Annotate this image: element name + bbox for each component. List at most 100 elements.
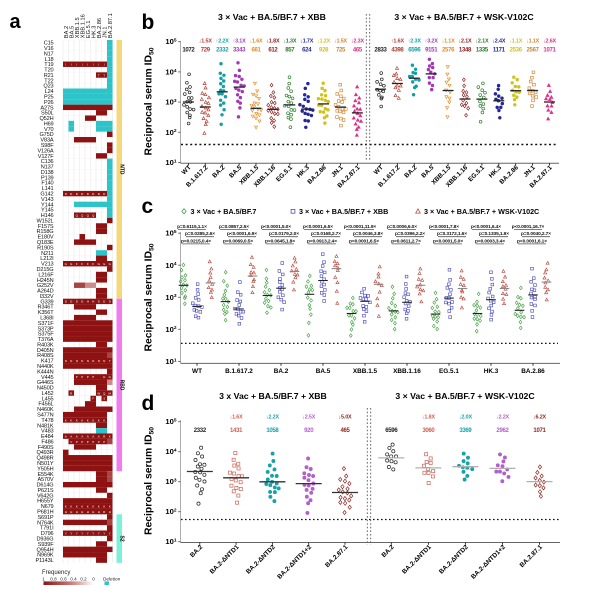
svg-text:G75D: G75D	[39, 132, 53, 138]
svg-text:V127F: V127F	[38, 154, 54, 160]
svg-text:S2: S2	[119, 536, 125, 542]
svg-text:↓2.6X: ↓2.6X	[543, 38, 557, 44]
svg-text:P: P	[103, 440, 105, 444]
svg-text:↓2.3X: ↓2.3X	[351, 38, 365, 44]
svg-text:p=0.0215,0.4×: p=0.0215,0.4×	[181, 238, 211, 244]
svg-text:Deletion: Deletion	[103, 576, 121, 581]
svg-text:I: I	[76, 63, 77, 67]
svg-text:Q954H: Q954H	[37, 547, 54, 553]
svg-text:P621S: P621S	[37, 488, 53, 494]
svg-text:D: D	[81, 300, 84, 304]
svg-text:P1143L: P1143L	[36, 558, 54, 564]
svg-text:G: G	[109, 262, 112, 266]
svg-text:N: N	[103, 359, 105, 363]
svg-text:Y144: Y144	[41, 202, 54, 208]
svg-text:↑3.2X: ↑3.2X	[425, 38, 439, 44]
svg-text:N: N	[65, 359, 67, 363]
svg-text:EG.5.1: EG.5.1	[439, 368, 459, 375]
svg-text:p=0.0857,2.5×: p=0.0857,2.5×	[219, 224, 249, 230]
svg-text:Y145: Y145	[41, 208, 54, 214]
svg-text:K: K	[76, 418, 78, 422]
svg-text:K: K	[81, 418, 83, 422]
svg-text:W152L: W152L	[37, 219, 54, 225]
svg-text:↓1.8X: ↓1.8X	[422, 415, 436, 421]
svg-text:A: A	[76, 435, 78, 439]
svg-text:I: I	[71, 63, 72, 67]
svg-text:G: G	[103, 262, 106, 266]
svg-text:F: F	[87, 262, 89, 266]
svg-text:N501Y: N501Y	[37, 461, 54, 467]
svg-text:↓6.2X: ↓6.2X	[533, 415, 547, 421]
svg-text:S373P: S373P	[37, 326, 53, 332]
svg-text:T22: T22	[44, 78, 53, 84]
svg-text:G339: G339	[40, 299, 53, 305]
svg-text:P: P	[76, 375, 78, 379]
svg-text:103: 103	[165, 477, 176, 486]
svg-text:0.2: 0.2	[80, 576, 87, 581]
svg-text:K: K	[98, 505, 100, 509]
svg-text:p=0.0179,2.0×: p=0.0179,2.0×	[269, 231, 299, 237]
svg-text:D: D	[76, 300, 79, 304]
svg-text:p=0.0913,2.4×: p=0.0913,2.4×	[307, 238, 337, 244]
svg-text:B.1.617.2: B.1.617.2	[225, 368, 253, 375]
svg-text:p<0.0001,7.8×: p<0.0001,7.8×	[429, 224, 459, 230]
svg-text:Q: Q	[87, 214, 90, 218]
svg-text:A: A	[70, 435, 72, 439]
svg-text:↓2.2X: ↓2.2X	[496, 415, 510, 421]
svg-text:S371F: S371F	[38, 321, 54, 327]
svg-text:W: W	[97, 391, 100, 395]
svg-text:C15: C15	[44, 41, 54, 47]
svg-text:WT: WT	[192, 368, 202, 375]
svg-text:A: A	[65, 435, 67, 439]
svg-text:↓1.5X: ↓1.5X	[334, 38, 348, 44]
svg-text:Y: Y	[65, 532, 67, 536]
svg-text:E484: E484	[41, 434, 54, 440]
svg-text:A27S: A27S	[40, 105, 54, 111]
svg-text:↓5.0X: ↓5.0X	[338, 415, 352, 421]
svg-text:3369: 3369	[459, 428, 472, 434]
svg-text:104: 104	[165, 447, 176, 456]
svg-text:↑2.3X: ↑2.3X	[408, 38, 422, 44]
svg-text:p=0.1335,1.9×: p=0.1335,1.9×	[479, 231, 509, 237]
svg-text:D: D	[76, 192, 79, 196]
svg-text:H655Y: H655Y	[37, 499, 54, 505]
svg-text:XBB.1.5: XBB.1.5	[353, 368, 378, 375]
svg-text:Y: Y	[98, 532, 100, 536]
svg-text:H245N: H245N	[37, 278, 54, 284]
svg-text:V70: V70	[44, 127, 54, 133]
svg-text:6596: 6596	[408, 48, 421, 54]
svg-text:2576: 2576	[442, 48, 455, 54]
svg-text:3 × Vac + BA.5/BF.7 + WSK-V102: 3 × Vac + BA.5/BF.7 + WSK-V102C	[394, 12, 534, 22]
svg-text:L368I: L368I	[40, 316, 54, 322]
svg-text:BA.2.86: BA.2.86	[97, 18, 103, 38]
svg-text:N: N	[87, 359, 89, 363]
svg-text:3060: 3060	[422, 428, 435, 434]
svg-text:N137: N137	[41, 165, 54, 171]
svg-text:V126A: V126A	[37, 148, 53, 154]
svg-text:104: 104	[165, 261, 176, 270]
svg-text:T: T	[103, 73, 105, 77]
svg-text:K: K	[87, 418, 89, 422]
svg-text:1335: 1335	[476, 48, 489, 54]
svg-text:E554K: E554K	[37, 472, 53, 478]
svg-text:D: D	[70, 300, 73, 304]
svg-text:K: K	[81, 505, 83, 509]
svg-text:p=0.0285,2.6×: p=0.0285,2.6×	[185, 231, 215, 237]
svg-text:P: P	[81, 440, 83, 444]
svg-text:↓1.7X: ↓1.7X	[300, 38, 314, 44]
svg-text:D: D	[65, 300, 68, 304]
svg-text:p<0.0001,6.9×: p<0.0001,6.9×	[227, 231, 257, 237]
svg-text:P: P	[87, 440, 89, 444]
svg-text:HK.3: HK.3	[91, 26, 97, 39]
svg-text:↑2.2X: ↑2.2X	[216, 38, 230, 44]
svg-text:F140: F140	[41, 181, 53, 187]
svg-text:N: N	[76, 359, 78, 363]
svg-text:0.4: 0.4	[70, 576, 77, 581]
svg-text:R: R	[103, 510, 106, 514]
svg-text:↓2.1X: ↓2.1X	[458, 38, 472, 44]
svg-text:Q: Q	[76, 214, 79, 218]
svg-text:R158G: R158G	[37, 229, 54, 235]
svg-text:N: N	[98, 359, 100, 363]
svg-text:F157S: F157S	[38, 224, 54, 230]
svg-text:P681H: P681H	[37, 510, 53, 516]
